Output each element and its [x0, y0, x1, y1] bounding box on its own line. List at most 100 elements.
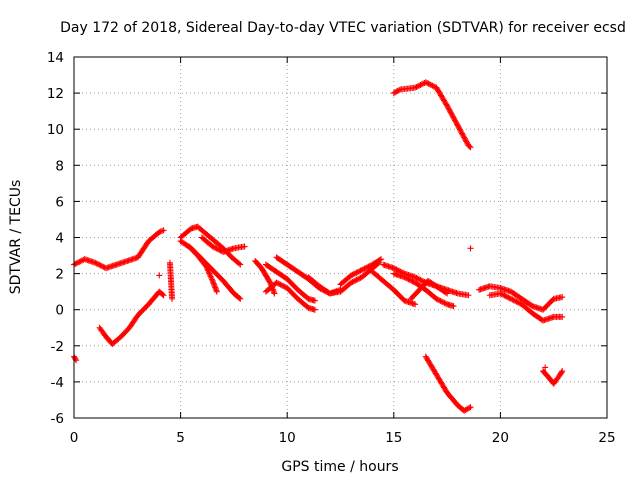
data-point	[156, 229, 163, 236]
data-point	[96, 261, 103, 268]
data-point	[352, 270, 359, 277]
data-point	[271, 290, 278, 297]
data-point	[454, 122, 461, 129]
data-point	[356, 268, 363, 275]
y-tick-label: -2	[51, 339, 64, 355]
series-arc-19	[390, 79, 474, 151]
data-point	[402, 274, 409, 281]
y-tick-label: -6	[51, 411, 64, 427]
data-point	[378, 256, 385, 263]
data-point	[169, 295, 176, 302]
data-point	[441, 299, 448, 306]
y-tick-label: 2	[55, 267, 64, 283]
data-point	[462, 407, 469, 414]
data-point	[505, 294, 512, 301]
data-point	[467, 144, 474, 151]
data-point	[445, 105, 452, 112]
series-arc-3	[96, 288, 167, 347]
data-point	[416, 82, 423, 89]
data-point	[365, 263, 372, 270]
data-point	[236, 260, 243, 267]
data-point	[412, 84, 419, 91]
axis-ticks: 0 5 10 15 20 25 -6 -4 -2 0 2 4 6 8 10 12 14	[47, 50, 616, 446]
data-point	[418, 81, 425, 88]
data-point	[390, 265, 397, 272]
data-point	[278, 282, 285, 289]
y-axis-label: SDTVAR / TECUs	[8, 180, 24, 295]
data-point	[203, 264, 210, 271]
data-point	[451, 115, 458, 122]
data-point	[157, 228, 164, 235]
data-point	[425, 80, 432, 87]
data-point	[444, 102, 451, 109]
data-point	[430, 83, 437, 90]
data-point	[447, 109, 454, 116]
data-point	[418, 277, 425, 284]
y-tick-label: 10	[47, 122, 64, 138]
data-point	[277, 281, 284, 288]
data-point	[509, 296, 516, 303]
grid	[74, 57, 607, 418]
data-point	[76, 258, 83, 265]
data-point	[213, 245, 220, 252]
series-arc-2	[71, 353, 80, 364]
data-point	[405, 276, 412, 283]
series-arc-10	[262, 261, 318, 304]
data-point	[362, 264, 369, 271]
series-arc-8	[198, 234, 248, 255]
data-point	[456, 126, 463, 133]
data-point	[205, 267, 212, 274]
series-arc-21	[476, 283, 566, 313]
data-point	[274, 280, 281, 287]
data-point	[210, 244, 217, 251]
data-point	[466, 404, 473, 411]
data-point	[452, 118, 459, 125]
data-point	[454, 121, 461, 128]
data-point	[559, 368, 566, 375]
data-point	[208, 276, 215, 283]
data-point	[513, 298, 520, 305]
data-point	[412, 301, 419, 308]
data-point	[428, 81, 435, 88]
data-point	[213, 288, 220, 295]
data-point	[446, 106, 453, 113]
data-point	[207, 272, 214, 279]
data-point	[444, 290, 451, 297]
y-tick-label: 0	[55, 303, 64, 319]
data-point	[78, 257, 85, 264]
y-tick-label: 8	[55, 158, 64, 174]
data-point	[72, 260, 79, 267]
data-point	[280, 283, 287, 290]
data-point	[436, 297, 443, 304]
data-point	[159, 291, 166, 298]
data-point	[160, 292, 167, 299]
data-point	[456, 125, 463, 132]
data-point	[466, 143, 473, 150]
data-points	[71, 79, 566, 414]
data-point	[236, 294, 243, 301]
data-point	[216, 246, 223, 253]
data-point	[422, 79, 429, 86]
data-point	[416, 276, 423, 283]
data-point	[424, 79, 431, 86]
series-arc-1	[71, 227, 167, 272]
data-point	[77, 258, 84, 265]
x-tick-label: 15	[385, 430, 402, 446]
data-point	[97, 262, 104, 269]
data-point	[358, 266, 365, 273]
data-point	[512, 297, 519, 304]
data-point	[437, 297, 444, 304]
data-point	[498, 291, 505, 298]
data-point	[360, 266, 367, 273]
data-point	[408, 277, 415, 284]
series-arc-12	[262, 279, 318, 313]
data-point	[501, 292, 508, 299]
data-point	[461, 134, 468, 141]
data-point	[353, 269, 360, 276]
series-arc-4	[166, 259, 176, 302]
data-point	[442, 300, 449, 307]
series-arc-14	[337, 256, 385, 288]
data-point	[508, 295, 515, 302]
data-point	[433, 295, 440, 302]
